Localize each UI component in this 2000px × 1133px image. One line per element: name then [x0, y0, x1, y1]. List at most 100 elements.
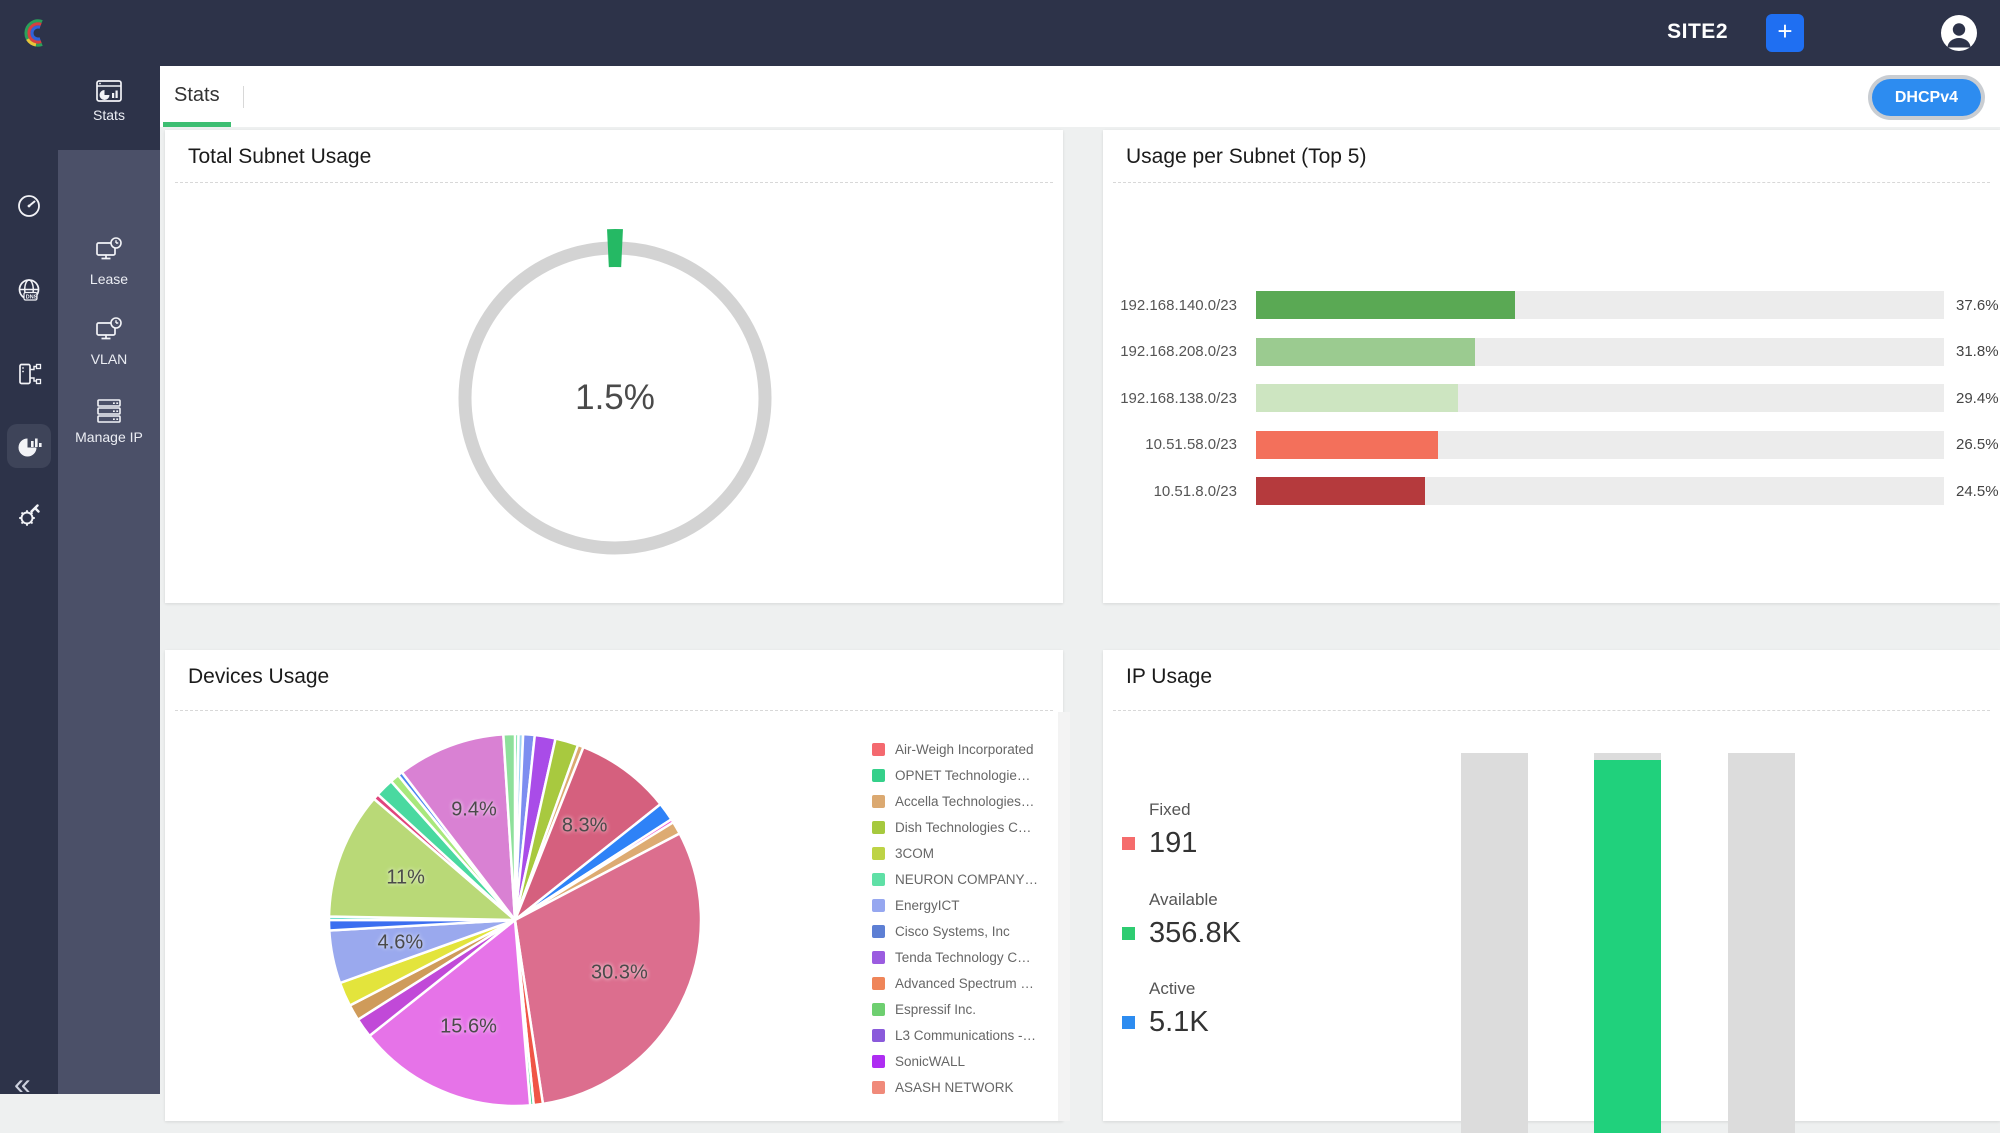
- sidebar-item-label: Lease: [89, 271, 129, 287]
- ip-usage-bar-segment: [1594, 759, 1661, 1133]
- ip-usage-bar-segment: [1594, 753, 1661, 760]
- site-label: SITE2: [1667, 20, 1728, 43]
- stats-pie-icon-active[interactable]: [7, 424, 51, 468]
- sidebar-collapse-icon[interactable]: «: [14, 1068, 31, 1101]
- subnet-bar-track: [1256, 430, 1944, 459]
- sidebar: Stats Lease VLAN: [58, 66, 160, 1094]
- ip-usage-bar[interactable]: [1594, 753, 1661, 1133]
- legend-scrollbar[interactable]: [1058, 712, 1070, 1121]
- subnet-bar-fill[interactable]: [1256, 477, 1425, 505]
- legend-label: Tenda Technology C…: [895, 949, 1031, 965]
- app-logo-icon[interactable]: [12, 7, 64, 59]
- legend-label: NEURON COMPANY…: [895, 871, 1039, 887]
- subnet-bar-fill[interactable]: [1256, 337, 1475, 366]
- ip-stat-value-row: 5.1K: [1122, 1006, 1209, 1039]
- subnet-percent-label: 31.8%: [1956, 343, 1999, 360]
- ip-usage-bar-segment: [1728, 753, 1795, 1133]
- legend-item[interactable]: OPNET Technologie…: [872, 767, 1038, 783]
- legend-item[interactable]: Espressif Inc.: [872, 1001, 1038, 1017]
- legend-item[interactable]: NEURON COMPANY…: [872, 871, 1038, 887]
- legend-item[interactable]: Advanced Spectrum …: [872, 975, 1038, 991]
- ip-stat-value: 5.1K: [1149, 1006, 1209, 1038]
- tab-stats[interactable]: Stats: [160, 66, 234, 127]
- devices-pie-chart[interactable]: [315, 720, 715, 1120]
- legend-swatch: [872, 976, 885, 990]
- pie-legend: Air-Weigh Incorporated OPNET Technologie……: [872, 741, 1038, 1105]
- pie-slice[interactable]: [513, 745, 662, 922]
- stats-window-icon: [96, 80, 122, 102]
- pie-slice-label: 15.6%: [440, 1015, 497, 1038]
- card-total-subnet-usage: Total Subnet Usage 1.5%: [165, 130, 1063, 603]
- legend-label: SonicWALL: [895, 1053, 966, 1069]
- legend-label: Dish Technologies C…: [895, 819, 1032, 835]
- legend-item[interactable]: Tenda Technology C…: [872, 949, 1038, 965]
- card-divider: [175, 182, 1053, 183]
- legend-item[interactable]: Dish Technologies C…: [872, 819, 1038, 835]
- card-title: Usage per Subnet (Top 5): [1126, 145, 1367, 168]
- pie-slice-label: 4.6%: [377, 931, 424, 954]
- legend-label: 3COM: [895, 845, 935, 861]
- dashboard-gauge-icon[interactable]: [16, 193, 42, 219]
- ip-usage-bar[interactable]: [1461, 753, 1528, 1133]
- sidebar-item-label: Stats: [93, 107, 125, 123]
- pie-slice[interactable]: [502, 732, 517, 922]
- ip-stat-swatch: [1122, 927, 1135, 940]
- legend-label: ASASH NETWORK: [895, 1079, 1014, 1095]
- subnet-bar-fill[interactable]: [1256, 430, 1439, 459]
- legend-swatch: [872, 1002, 885, 1016]
- legend-swatch: [872, 846, 885, 860]
- sidebar-item-manage-ip[interactable]: Manage IP: [58, 396, 160, 445]
- sidebar-item-label: VLAN: [90, 351, 128, 367]
- legend-swatch: [872, 794, 885, 808]
- subnet-bar-fill[interactable]: [1256, 291, 1515, 319]
- subnet-bar-fill[interactable]: [1256, 384, 1459, 412]
- legend-item[interactable]: Cisco Systems, Inc: [872, 923, 1038, 939]
- card-divider: [1113, 710, 1990, 711]
- card-usage-per-subnet: Usage per Subnet (Top 5) 192.168.140.0/2…: [1103, 130, 2000, 603]
- ip-stat-swatch: [1122, 1016, 1135, 1029]
- sidebar-item-stats[interactable]: Stats: [58, 66, 160, 150]
- legend-item[interactable]: EnergyICT: [872, 897, 1038, 913]
- dhcpv4-badge-button[interactable]: DHCPv4: [1871, 79, 1981, 116]
- gauge-center-value: 1.5%: [575, 378, 655, 417]
- icon-rail: DNS «: [0, 66, 58, 1101]
- legend-item[interactable]: ASASH NETWORK: [872, 1079, 1038, 1095]
- sidebar-item-label: Manage IP: [75, 429, 143, 445]
- subnet-label: 192.168.208.0/23: [1120, 343, 1237, 360]
- pie-slice[interactable]: [513, 832, 703, 1106]
- legend-label: Air-Weigh Incorporated: [895, 741, 1034, 757]
- card-devices-usage: Devices Usage 8.3% 30.3% 15.6% 4.6% 11% 9.4% …: [165, 650, 1070, 1121]
- legend-item[interactable]: Air-Weigh Incorporated: [872, 741, 1038, 757]
- tab-active-underline: [163, 122, 231, 127]
- subnet-bar-track: [1256, 477, 1944, 505]
- legend-swatch: [872, 872, 885, 886]
- legend-item[interactable]: SonicWALL: [872, 1053, 1038, 1069]
- settings-gear-wrench-icon[interactable]: [16, 503, 42, 529]
- pie-slice[interactable]: [327, 797, 517, 922]
- subnet-row: 192.168.140.0/23 37.6%: [1103, 291, 2000, 319]
- ip-stat: Available 356.8K: [1122, 890, 1241, 950]
- sidebar-item-vlan[interactable]: VLAN: [58, 314, 160, 367]
- ip-stat: Fixed 191: [1122, 800, 1197, 860]
- server-topology-icon[interactable]: [16, 361, 42, 387]
- legend-swatch: [872, 1028, 885, 1042]
- sidebar-item-lease[interactable]: Lease: [58, 234, 160, 287]
- pie-slice-label: 8.3%: [561, 814, 608, 837]
- ip-usage-bar[interactable]: [1728, 753, 1795, 1133]
- legend-item[interactable]: Accella Technologies…: [872, 793, 1038, 809]
- legend-item[interactable]: L3 Communications -…: [872, 1027, 1038, 1043]
- subnet-label: 10.51.8.0/23: [1153, 482, 1237, 500]
- ip-stat-value-row: 191: [1122, 827, 1197, 860]
- legend-item[interactable]: 3COM: [872, 845, 1038, 861]
- ip-stat-label: Available: [1149, 890, 1218, 909]
- subnet-usage-gauge[interactable]: [425, 208, 805, 588]
- add-site-button[interactable]: +: [1766, 14, 1804, 52]
- ip-stat-value-row: 356.8K: [1122, 917, 1241, 950]
- legend-label: OPNET Technologie…: [895, 767, 1031, 783]
- pie-slice-label: 30.3%: [591, 961, 648, 984]
- dns-globe-icon[interactable]: DNS: [16, 278, 42, 304]
- user-avatar[interactable]: [1941, 15, 1977, 51]
- tab-stats-label: Stats: [174, 84, 220, 106]
- svg-text:DNS: DNS: [26, 295, 38, 301]
- pie-slice[interactable]: [400, 733, 517, 922]
